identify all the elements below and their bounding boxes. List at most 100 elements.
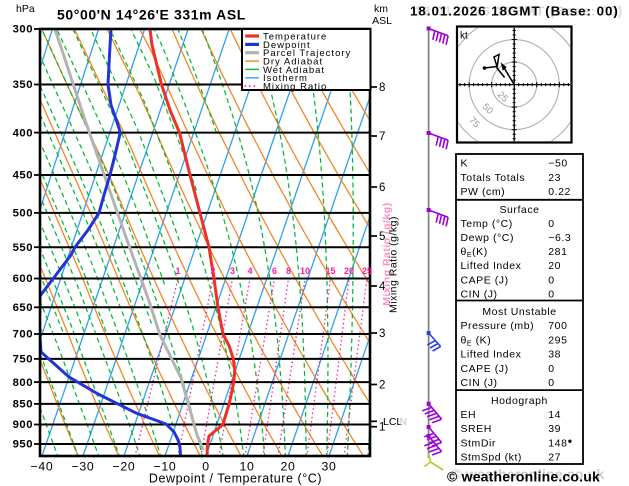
svg-text:Surface: Surface	[499, 204, 539, 216]
svg-text:Most Unstable: Most Unstable	[482, 306, 556, 318]
svg-text:−50: −50	[548, 158, 567, 170]
svg-text:30: 30	[321, 460, 336, 474]
svg-text:Hodograph: Hodograph	[491, 395, 548, 407]
svg-text:350: 350	[13, 79, 33, 91]
svg-text:400: 400	[13, 127, 33, 139]
svg-text:6: 6	[379, 182, 385, 194]
svg-text:Totals Totals: Totals Totals	[461, 172, 526, 184]
svg-text:0: 0	[548, 274, 554, 286]
svg-text:281: 281	[548, 246, 567, 258]
svg-text:500: 500	[13, 208, 33, 220]
svg-text:© weatheronline.co.uk: © weatheronline.co.uk	[447, 469, 600, 485]
svg-text:Dewpoint: Dewpoint	[263, 40, 311, 51]
svg-text:50°00'N 14°26'E 331m ASL: 50°00'N 14°26'E 331m ASL	[57, 7, 246, 23]
svg-text:StmSpd (kt): StmSpd (kt)	[461, 452, 522, 464]
svg-text:10: 10	[300, 266, 310, 276]
svg-text:0: 0	[548, 377, 554, 389]
svg-text:0: 0	[548, 289, 554, 301]
svg-text:38: 38	[548, 349, 561, 361]
svg-text:PW (cm): PW (cm)	[461, 186, 506, 198]
svg-text:SREH: SREH	[461, 423, 492, 435]
svg-text:3: 3	[379, 328, 385, 340]
svg-text:2: 2	[210, 266, 215, 276]
svg-text:EH: EH	[461, 409, 477, 421]
svg-text:1: 1	[379, 422, 385, 434]
svg-text:25: 25	[362, 266, 372, 276]
svg-text:ASL: ASL	[372, 15, 392, 27]
svg-text:5: 5	[379, 231, 385, 243]
svg-text:600: 600	[13, 273, 33, 285]
svg-text:LCL: LCL	[383, 416, 402, 428]
svg-text:2: 2	[379, 380, 385, 392]
svg-text:Dry Adiabat: Dry Adiabat	[263, 57, 323, 68]
svg-text:6: 6	[272, 266, 277, 276]
svg-text:Lifted Index: Lifted Index	[461, 260, 522, 272]
svg-text:θE(K): θE(K)	[461, 246, 488, 259]
svg-text:Mixing Ratio (g/kg): Mixing Ratio (g/kg)	[388, 216, 400, 313]
svg-text:750: 750	[13, 354, 33, 366]
svg-text:K: K	[461, 158, 469, 170]
svg-text:8: 8	[379, 82, 385, 94]
svg-text:−30: −30	[72, 460, 95, 474]
svg-text:4: 4	[247, 266, 252, 276]
svg-text:4: 4	[379, 281, 386, 293]
svg-text:20: 20	[280, 460, 295, 474]
svg-text:23: 23	[548, 172, 561, 184]
svg-text:Mixing Ratio: Mixing Ratio	[263, 82, 327, 93]
svg-text:Parcel Trajectory: Parcel Trajectory	[263, 48, 351, 59]
svg-text:295: 295	[548, 334, 567, 346]
svg-text:kt: kt	[460, 31, 468, 42]
svg-text:850: 850	[13, 399, 33, 411]
svg-text:20: 20	[344, 266, 354, 276]
svg-text:−40: −40	[31, 460, 54, 474]
svg-text:900: 900	[13, 419, 33, 431]
svg-text:14: 14	[548, 409, 561, 421]
svg-text:Mixing Ratio (g/kg): Mixing Ratio (g/kg)	[381, 202, 393, 305]
svg-text:650: 650	[13, 302, 33, 314]
svg-text:700: 700	[548, 320, 567, 332]
svg-text:StmDir: StmDir	[461, 437, 496, 449]
svg-text:CAPE (J): CAPE (J)	[461, 274, 509, 286]
svg-text:Isotherm: Isotherm	[263, 73, 308, 84]
svg-text:−20: −20	[113, 460, 136, 474]
svg-text:8: 8	[286, 266, 291, 276]
svg-text:−10: −10	[154, 460, 177, 474]
svg-text:18.01.2026 18GMT (Base: 00): 18.01.2026 18GMT (Base: 00)	[415, 4, 624, 19]
svg-text:27: 27	[548, 452, 561, 464]
svg-text:hPa: hPa	[16, 3, 35, 15]
svg-text:Pressure (mb): Pressure (mb)	[461, 320, 535, 332]
svg-text:10: 10	[239, 460, 254, 474]
svg-text:Dewp (°C): Dewp (°C)	[461, 232, 515, 244]
svg-text:3: 3	[230, 266, 235, 276]
svg-text:0: 0	[202, 460, 210, 474]
svg-text:Lifted Index: Lifted Index	[461, 349, 522, 361]
svg-text:0: 0	[548, 218, 554, 230]
svg-text:15: 15	[325, 266, 335, 276]
svg-text:700: 700	[13, 329, 33, 341]
svg-text:550: 550	[13, 242, 33, 254]
svg-text:450: 450	[13, 170, 33, 182]
svg-text:39: 39	[548, 423, 561, 435]
svg-text:Temperature: Temperature	[263, 31, 327, 42]
svg-text:−6.3: −6.3	[548, 232, 571, 244]
svg-text:0: 0	[548, 363, 554, 375]
svg-text:N: N	[400, 416, 408, 428]
svg-text:7: 7	[379, 131, 385, 143]
svg-text:18.01.2026 18GMT (Base: 00): 18.01.2026 18GMT (Base: 00)	[410, 4, 619, 19]
svg-text:θE (K): θE (K)	[461, 334, 492, 347]
svg-text:Temp (°C): Temp (°C)	[461, 218, 513, 230]
svg-text:0.22: 0.22	[548, 186, 571, 198]
svg-text:© weatheronline.co.uk: © weatheronline.co.uk	[452, 466, 605, 482]
svg-text:300: 300	[13, 24, 33, 36]
svg-text:Dewpoint / Temperature (°C): Dewpoint / Temperature (°C)	[149, 472, 322, 486]
svg-text:1: 1	[175, 266, 180, 276]
svg-text:CIN (J): CIN (J)	[461, 289, 498, 301]
svg-text:CIN (J): CIN (J)	[461, 377, 498, 389]
svg-text:950: 950	[13, 439, 33, 451]
svg-text:20: 20	[548, 260, 561, 272]
svg-text:Wet Adiabat: Wet Adiabat	[263, 65, 325, 76]
svg-text:km: km	[374, 3, 388, 15]
svg-text:CAPE (J): CAPE (J)	[461, 363, 509, 375]
svg-text:148●: 148●	[548, 436, 573, 449]
svg-text:800: 800	[13, 377, 33, 389]
